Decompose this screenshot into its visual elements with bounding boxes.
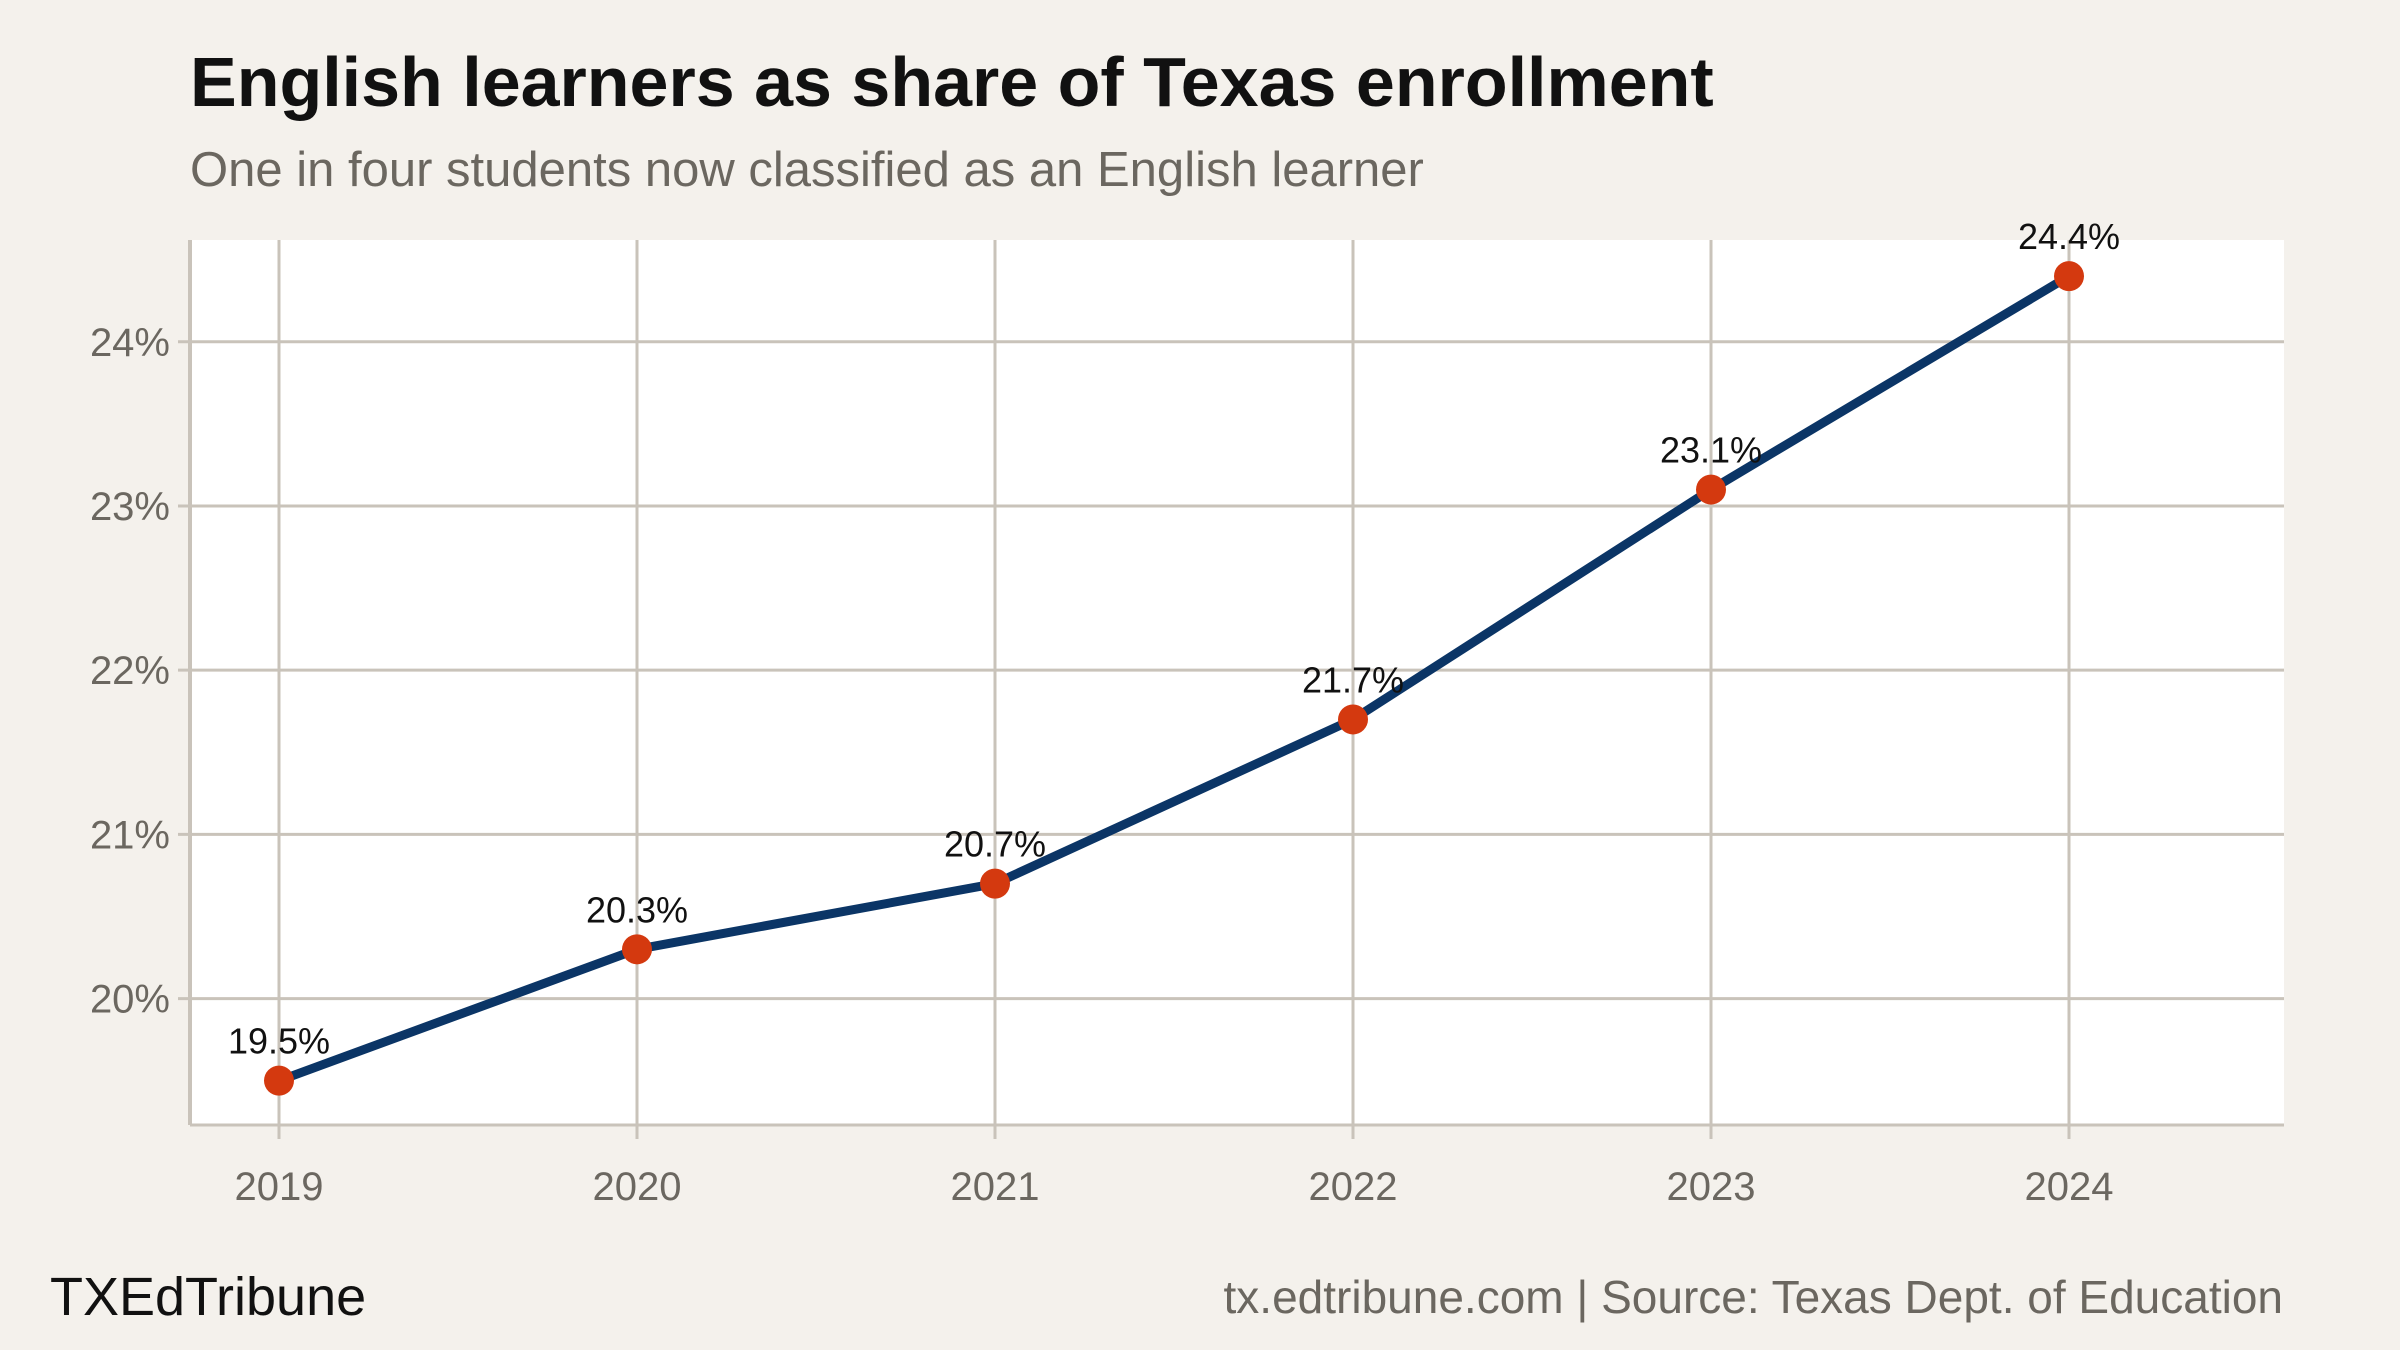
data-point bbox=[622, 934, 652, 965]
source-credit: tx.edtribune.com | Source: Texas Dept. o… bbox=[1223, 1271, 2283, 1323]
series-line bbox=[274, 271, 2074, 1086]
data-point bbox=[264, 1065, 294, 1096]
data-point bbox=[1338, 704, 1368, 735]
y-tick-label: 22% bbox=[90, 649, 170, 693]
data-label: 23.1% bbox=[1660, 430, 1762, 471]
data-point bbox=[980, 868, 1010, 899]
data-label: 21.7% bbox=[1302, 659, 1404, 700]
x-tick-label: 2019 bbox=[235, 1165, 324, 1209]
x-tick-label: 2021 bbox=[951, 1165, 1040, 1209]
y-tick-label: 24% bbox=[90, 321, 170, 365]
data-label: 20.3% bbox=[586, 889, 688, 930]
plot-area bbox=[190, 240, 2284, 1125]
x-tick-label: 2022 bbox=[1309, 1165, 1398, 1209]
y-tick-label: 20% bbox=[90, 978, 170, 1022]
brand-name: TXEdTribune bbox=[50, 1267, 367, 1327]
x-tick-label: 2023 bbox=[1667, 1165, 1756, 1209]
data-label: 20.7% bbox=[944, 824, 1046, 865]
data-point bbox=[2054, 261, 2084, 292]
data-label: 19.5% bbox=[228, 1021, 330, 1062]
x-tick-label: 2024 bbox=[2025, 1165, 2114, 1209]
data-point bbox=[1696, 474, 1726, 505]
chart-subtitle: One in four students now classified as a… bbox=[190, 143, 1424, 197]
y-tick-label: 21% bbox=[90, 813, 170, 857]
chart-title: English learners as share of Texas enrol… bbox=[190, 43, 1714, 121]
x-tick-label: 2020 bbox=[593, 1165, 682, 1209]
data-label: 24.4% bbox=[2018, 216, 2120, 257]
y-tick-label: 23% bbox=[90, 485, 170, 529]
